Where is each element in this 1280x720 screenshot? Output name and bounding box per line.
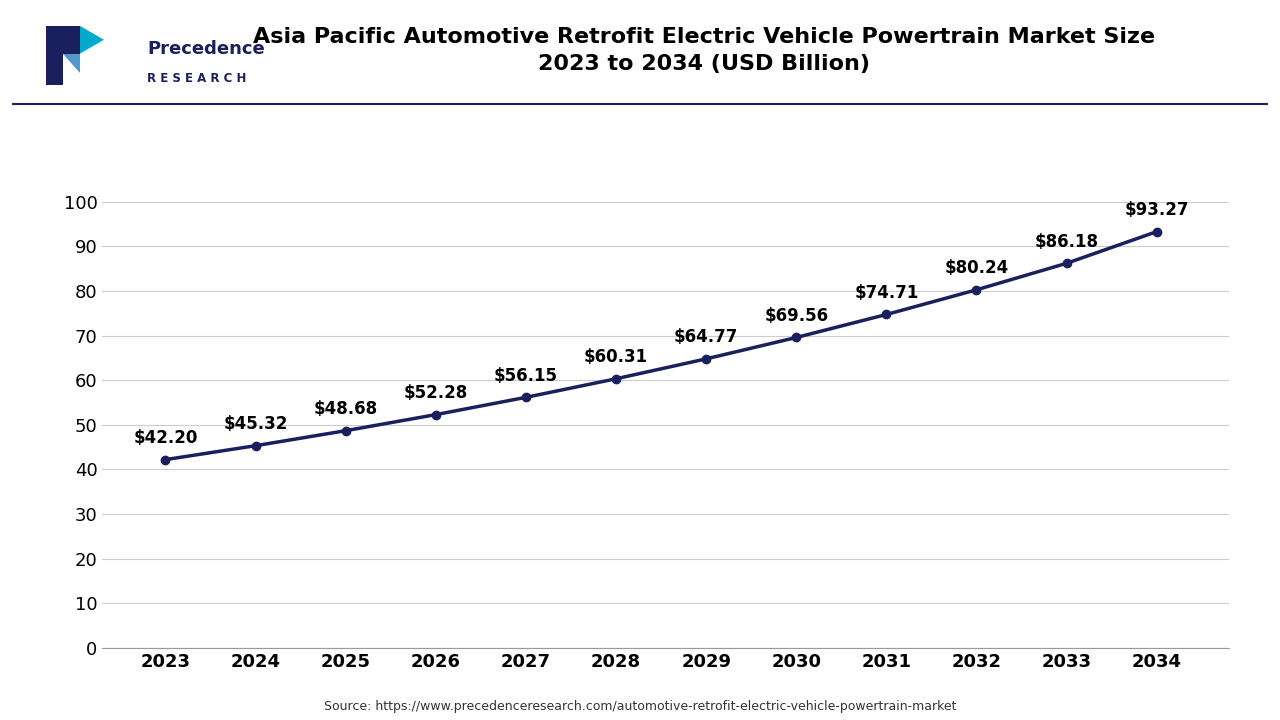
Text: $42.20: $42.20 bbox=[133, 429, 197, 447]
Polygon shape bbox=[46, 26, 79, 86]
Text: $56.15: $56.15 bbox=[494, 367, 558, 385]
Text: Precedence: Precedence bbox=[147, 40, 265, 58]
Text: $93.27: $93.27 bbox=[1124, 201, 1189, 219]
Text: $69.56: $69.56 bbox=[764, 307, 828, 325]
Text: Source: https://www.precedenceresearch.com/automotive-retrofit-electric-vehicle-: Source: https://www.precedenceresearch.c… bbox=[324, 700, 956, 713]
Text: $80.24: $80.24 bbox=[945, 259, 1009, 277]
Text: Asia Pacific Automotive Retrofit Electric Vehicle Powertrain Market Size
2023 to: Asia Pacific Automotive Retrofit Electri… bbox=[253, 27, 1155, 73]
Text: $45.32: $45.32 bbox=[224, 415, 288, 433]
Text: $86.18: $86.18 bbox=[1034, 233, 1098, 251]
Text: $48.68: $48.68 bbox=[314, 400, 378, 418]
Text: R E S E A R C H: R E S E A R C H bbox=[147, 72, 247, 85]
Text: $74.71: $74.71 bbox=[854, 284, 919, 302]
Polygon shape bbox=[79, 26, 104, 53]
Text: $60.31: $60.31 bbox=[584, 348, 648, 366]
Text: $64.77: $64.77 bbox=[675, 328, 739, 346]
Polygon shape bbox=[63, 53, 79, 73]
Text: $52.28: $52.28 bbox=[403, 384, 468, 402]
